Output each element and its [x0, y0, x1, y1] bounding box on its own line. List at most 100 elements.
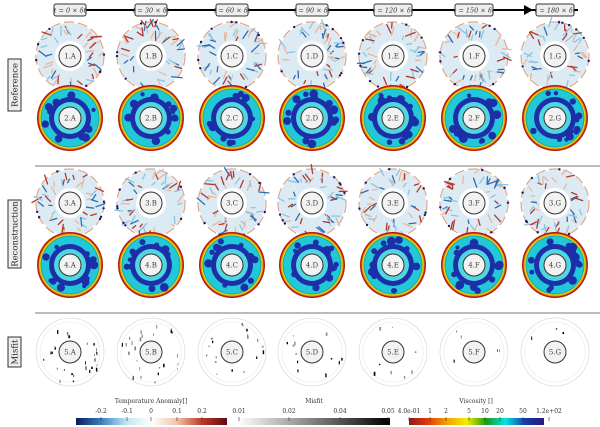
- boundary-dot: [561, 21, 564, 24]
- misfit-speck: [460, 335, 462, 339]
- temperature-plume: [368, 32, 376, 38]
- temperature-plume: [258, 182, 262, 192]
- temperature-tick-label: -0.2: [95, 408, 107, 415]
- viscosity-blob: [56, 283, 66, 292]
- misfit-speck: [206, 354, 208, 357]
- temperature-plume: [204, 62, 211, 72]
- misfit-speck: [50, 353, 52, 355]
- viscosity-blob: [91, 107, 96, 112]
- boundary-dot: [582, 36, 585, 40]
- misfit-speck: [212, 340, 214, 344]
- boundary-dot: [364, 181, 367, 184]
- panel-label: 4.C: [226, 262, 238, 270]
- temperature-plume: [448, 199, 458, 202]
- temperature-plume: [124, 177, 135, 184]
- temperature-plume: [321, 18, 326, 31]
- temperature-plume: [523, 52, 533, 58]
- temperature-plume: [52, 78, 58, 87]
- boundary-dot: [99, 70, 102, 73]
- temperature-plume: [293, 176, 300, 183]
- temperature-plume: [299, 178, 303, 183]
- misfit-speck: [85, 366, 87, 371]
- misfit-speck: [128, 351, 130, 355]
- temperature-plume: [283, 47, 288, 55]
- panel-label: 1.E: [387, 53, 399, 61]
- boundary-dot: [280, 70, 283, 73]
- temperature-plume: [490, 194, 496, 199]
- time-label-box: [454, 3, 494, 17]
- temperature-plume: [408, 212, 414, 219]
- temperature-plume: [565, 174, 575, 178]
- panel-label: 3.D: [306, 200, 319, 208]
- boundary-dot: [102, 53, 106, 56]
- boundary-dot: [359, 64, 362, 67]
- viscosity-blob: [41, 120, 50, 128]
- misfit-speck: [131, 341, 133, 346]
- temperature-plume: [452, 68, 458, 74]
- misfit-tick-label: 0.02: [282, 408, 296, 415]
- temperature-plume: [379, 167, 385, 177]
- boundary-dot: [447, 224, 451, 228]
- outer-boundary: [197, 168, 267, 238]
- misfit-ring: [524, 321, 586, 383]
- temperature-plume: [90, 213, 98, 217]
- panel-label: 1.F: [468, 53, 480, 61]
- boundary-dot: [35, 210, 39, 214]
- viscosity-blob: [49, 277, 57, 285]
- misfit-speck: [63, 369, 65, 371]
- misfit-tick-label: 0.05: [381, 408, 395, 415]
- viscosity-blob: [154, 242, 160, 248]
- temperature-plume: [446, 185, 452, 190]
- panel-core: [381, 44, 405, 68]
- boundary-dot: [197, 58, 200, 62]
- boundary-dot: [439, 51, 442, 54]
- temperature-plume: [443, 199, 452, 203]
- temperature-plume: [239, 179, 244, 189]
- panel-5-e: 5.E: [358, 317, 428, 387]
- temperature-plume: [250, 44, 260, 53]
- misfit-speck: [177, 353, 178, 358]
- boundary-dot: [154, 21, 157, 24]
- viscosity-blob: [398, 138, 406, 145]
- temperature-plume: [89, 42, 97, 49]
- boundary-dot: [448, 177, 452, 181]
- temperature-plume: [91, 73, 95, 80]
- viscosity-blob: [52, 98, 61, 107]
- outer-boundary: [358, 21, 428, 91]
- temperature-plume: [258, 191, 270, 194]
- temperature-plume: [245, 210, 253, 214]
- viscosity-blob: [453, 130, 460, 137]
- viscosity-blob: [569, 98, 576, 105]
- panel-2-g: 2.G: [522, 85, 588, 151]
- temperature-plume: [209, 187, 214, 195]
- temperature-plume: [80, 217, 83, 227]
- boundary-dot: [365, 223, 369, 227]
- misfit-speck: [341, 357, 343, 361]
- temperature-plume: [528, 31, 535, 40]
- temperature-plume: [37, 201, 45, 207]
- panel-core: [300, 44, 324, 68]
- panel-core: [462, 44, 486, 68]
- temperature-plume: [90, 35, 103, 38]
- panel-4-b: 4.B: [118, 232, 184, 298]
- viscosity-blob: [240, 283, 249, 292]
- temperature-plume: [319, 176, 324, 181]
- viscosity-blob: [283, 117, 292, 125]
- boundary-dot: [210, 27, 213, 30]
- temperature-plume: [395, 168, 401, 177]
- boundary-dot: [521, 191, 524, 194]
- boundary-dot: [339, 183, 342, 186]
- panel-core: [139, 44, 163, 68]
- temperature-plume: [322, 68, 331, 71]
- viscosity-blob: [546, 238, 554, 246]
- temperature-plume: [537, 39, 541, 46]
- time-label: t = 120 × δt: [373, 7, 414, 15]
- temperature-plume: [229, 170, 233, 180]
- temperature-plume: [176, 38, 185, 47]
- misfit-speck: [93, 343, 95, 346]
- viscosity-blob: [556, 136, 563, 142]
- boundary-dot: [48, 27, 51, 31]
- temperature-plume: [51, 68, 54, 74]
- viscosity-blob: [212, 243, 221, 252]
